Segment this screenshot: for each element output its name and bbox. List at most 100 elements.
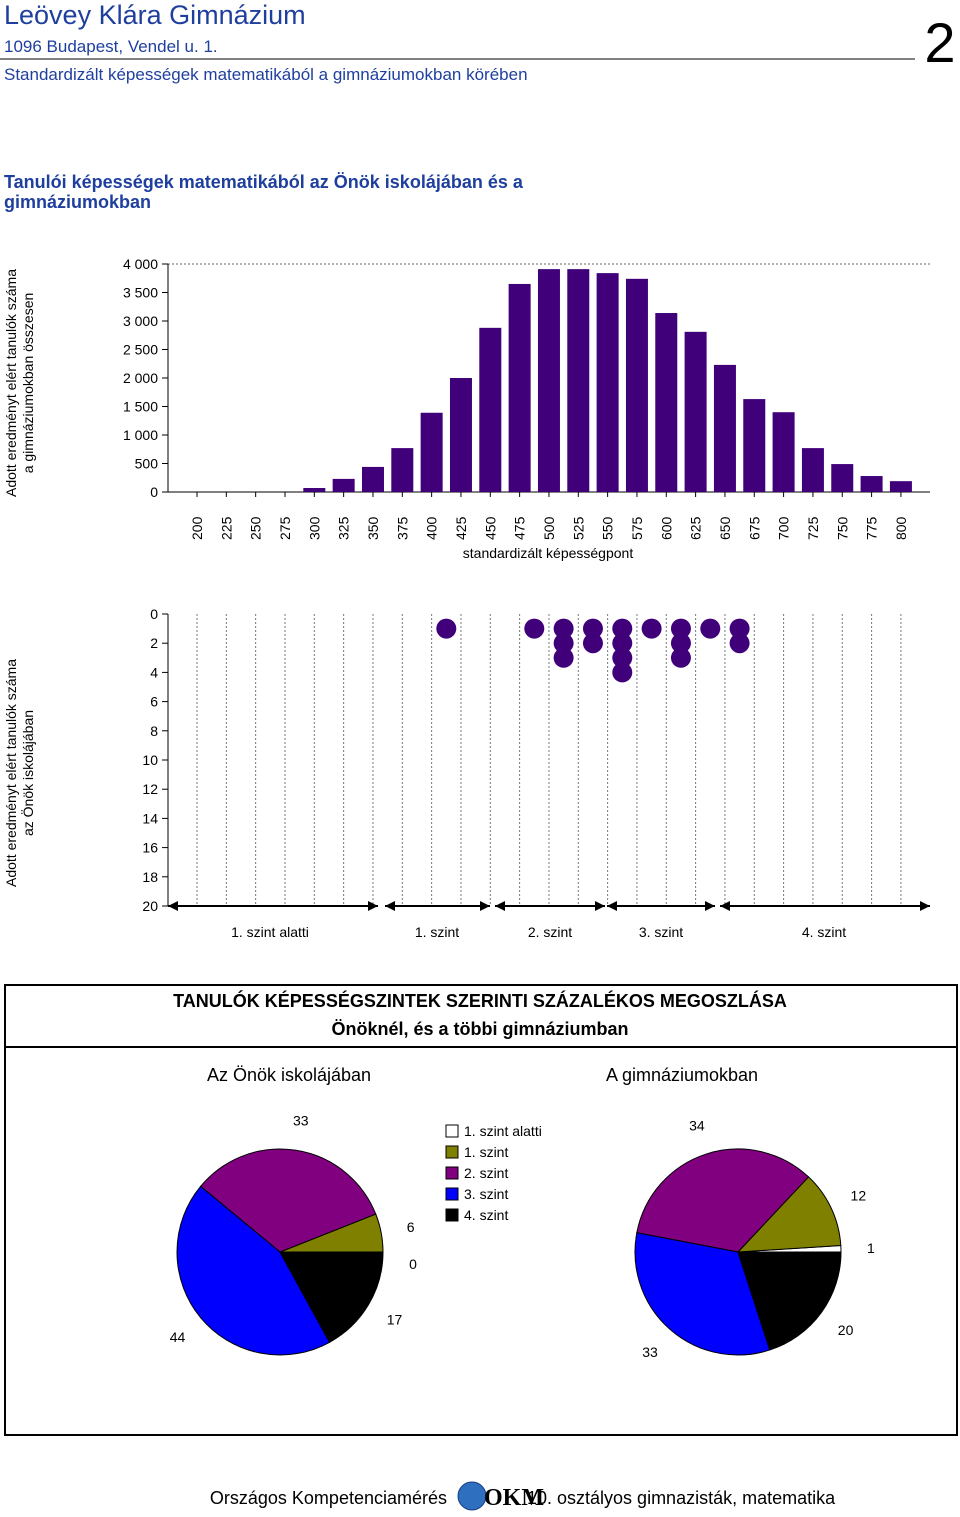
dot — [582, 618, 603, 639]
address: 1096 Budapest, Vendel u. 1. — [4, 37, 218, 56]
dot — [670, 618, 691, 639]
pie-value-label: 12 — [851, 1187, 867, 1203]
dot-stack — [582, 618, 603, 654]
footer-left: Országos Kompetenciamérés — [210, 1488, 447, 1508]
dot — [582, 633, 603, 654]
x-tick-label: 400 — [424, 516, 440, 540]
x-tick-label: 475 — [512, 516, 528, 540]
pie-value-label: 0 — [409, 1256, 417, 1272]
y-tick-label: 3 500 — [123, 285, 158, 301]
pie-slice — [176, 1185, 331, 1356]
dot-stack — [612, 618, 633, 683]
bar — [831, 464, 854, 492]
pie-slice — [279, 1251, 384, 1343]
bar — [391, 448, 414, 492]
x-tick-label: 800 — [893, 516, 909, 540]
x-axis-label: standardizált képességpont — [463, 545, 634, 561]
pie-value-label: 33 — [642, 1344, 658, 1360]
legend-swatch — [445, 1145, 459, 1159]
y-tick-label: 1 500 — [123, 399, 158, 415]
school-name: Leövey Klára Gimnázium — [4, 0, 306, 30]
legend-label: 1. szint — [464, 1144, 508, 1160]
pie-value-label: 1 — [867, 1240, 875, 1256]
dot-stack — [641, 618, 662, 639]
x-tick-label: 750 — [834, 516, 850, 540]
y-tick-label: 0 — [150, 606, 158, 622]
bar — [801, 448, 824, 492]
x-tick-label: 775 — [864, 516, 880, 540]
x-tick-label: 275 — [277, 516, 293, 540]
bar — [508, 283, 531, 492]
x-tick-label: 600 — [658, 516, 674, 540]
bar — [420, 412, 443, 492]
legend-label: 3. szint — [464, 1186, 508, 1202]
bar — [772, 412, 795, 492]
pie-slice — [736, 1176, 842, 1253]
pie-box — [4, 984, 958, 1436]
x-tick-label: 425 — [453, 516, 469, 540]
pie-slice — [634, 1232, 771, 1356]
legend-swatch — [445, 1166, 459, 1180]
y-tick-label: 2 500 — [123, 342, 158, 358]
dot-stack — [670, 618, 691, 668]
y-tick-label: 4 — [150, 664, 158, 680]
bar — [537, 269, 560, 492]
y-tick-label: 500 — [135, 456, 159, 472]
x-tick-label: 225 — [218, 516, 234, 540]
bar — [596, 273, 619, 492]
y-tick-label: 8 — [150, 723, 158, 739]
bar — [567, 269, 590, 492]
legend-swatch — [445, 1187, 459, 1201]
x-tick-label: 575 — [629, 516, 645, 540]
bar — [655, 313, 678, 492]
dot — [612, 647, 633, 668]
bar — [449, 378, 472, 492]
bar — [684, 331, 707, 492]
pie-value-label: 34 — [689, 1118, 705, 1134]
legend-swatch — [445, 1124, 459, 1138]
dot — [553, 618, 574, 639]
pie-slice — [199, 1148, 377, 1253]
pie-section-title: Önöknél, és a többi gimnáziumban — [331, 1019, 628, 1039]
pie-value-label: 20 — [838, 1322, 854, 1338]
y-tick-label: 18 — [142, 869, 158, 885]
bar — [713, 364, 736, 492]
footer-right: 10. osztályos gimnazisták, matematika — [527, 1488, 836, 1508]
dot-stack — [729, 618, 750, 654]
page-number: 2 — [924, 11, 955, 74]
bar — [332, 478, 355, 492]
bar — [860, 476, 883, 492]
pie-value-label: 17 — [387, 1312, 403, 1328]
dot — [700, 618, 721, 639]
section-title: Tanulói képességek matematikából az Önök… — [4, 172, 524, 192]
dot-stack — [524, 618, 545, 639]
dot — [524, 618, 545, 639]
dot — [612, 662, 633, 683]
y-axis-label: Adott eredményt elért tanulók száma — [3, 269, 19, 497]
level-label: 4. szint — [802, 924, 846, 940]
dot — [553, 633, 574, 654]
x-tick-label: 250 — [248, 516, 264, 540]
x-tick-label: 200 — [189, 516, 205, 540]
y-tick-label: 2 — [150, 635, 158, 651]
dot — [553, 647, 574, 668]
pie-slice — [636, 1148, 810, 1253]
y-tick-label: 2 000 — [123, 370, 158, 386]
bar — [303, 488, 326, 492]
legend-swatch — [445, 1208, 459, 1222]
logo-text: OKM — [484, 1485, 544, 1511]
y-tick-label: 0 — [150, 484, 158, 500]
y-tick-label: 16 — [142, 840, 158, 856]
x-tick-label: 300 — [306, 516, 322, 540]
pie-title: A gimnáziumokban — [606, 1065, 758, 1085]
dot — [612, 633, 633, 654]
bar — [889, 481, 912, 492]
header-subtitle: Standardizált képességek matematikából a… — [4, 65, 528, 84]
pie-value-label: 6 — [407, 1219, 415, 1235]
x-tick-label: 625 — [688, 516, 704, 540]
x-tick-label: 700 — [776, 516, 792, 540]
dot-stack — [436, 618, 457, 639]
dot — [641, 618, 662, 639]
x-tick-label: 550 — [600, 516, 616, 540]
